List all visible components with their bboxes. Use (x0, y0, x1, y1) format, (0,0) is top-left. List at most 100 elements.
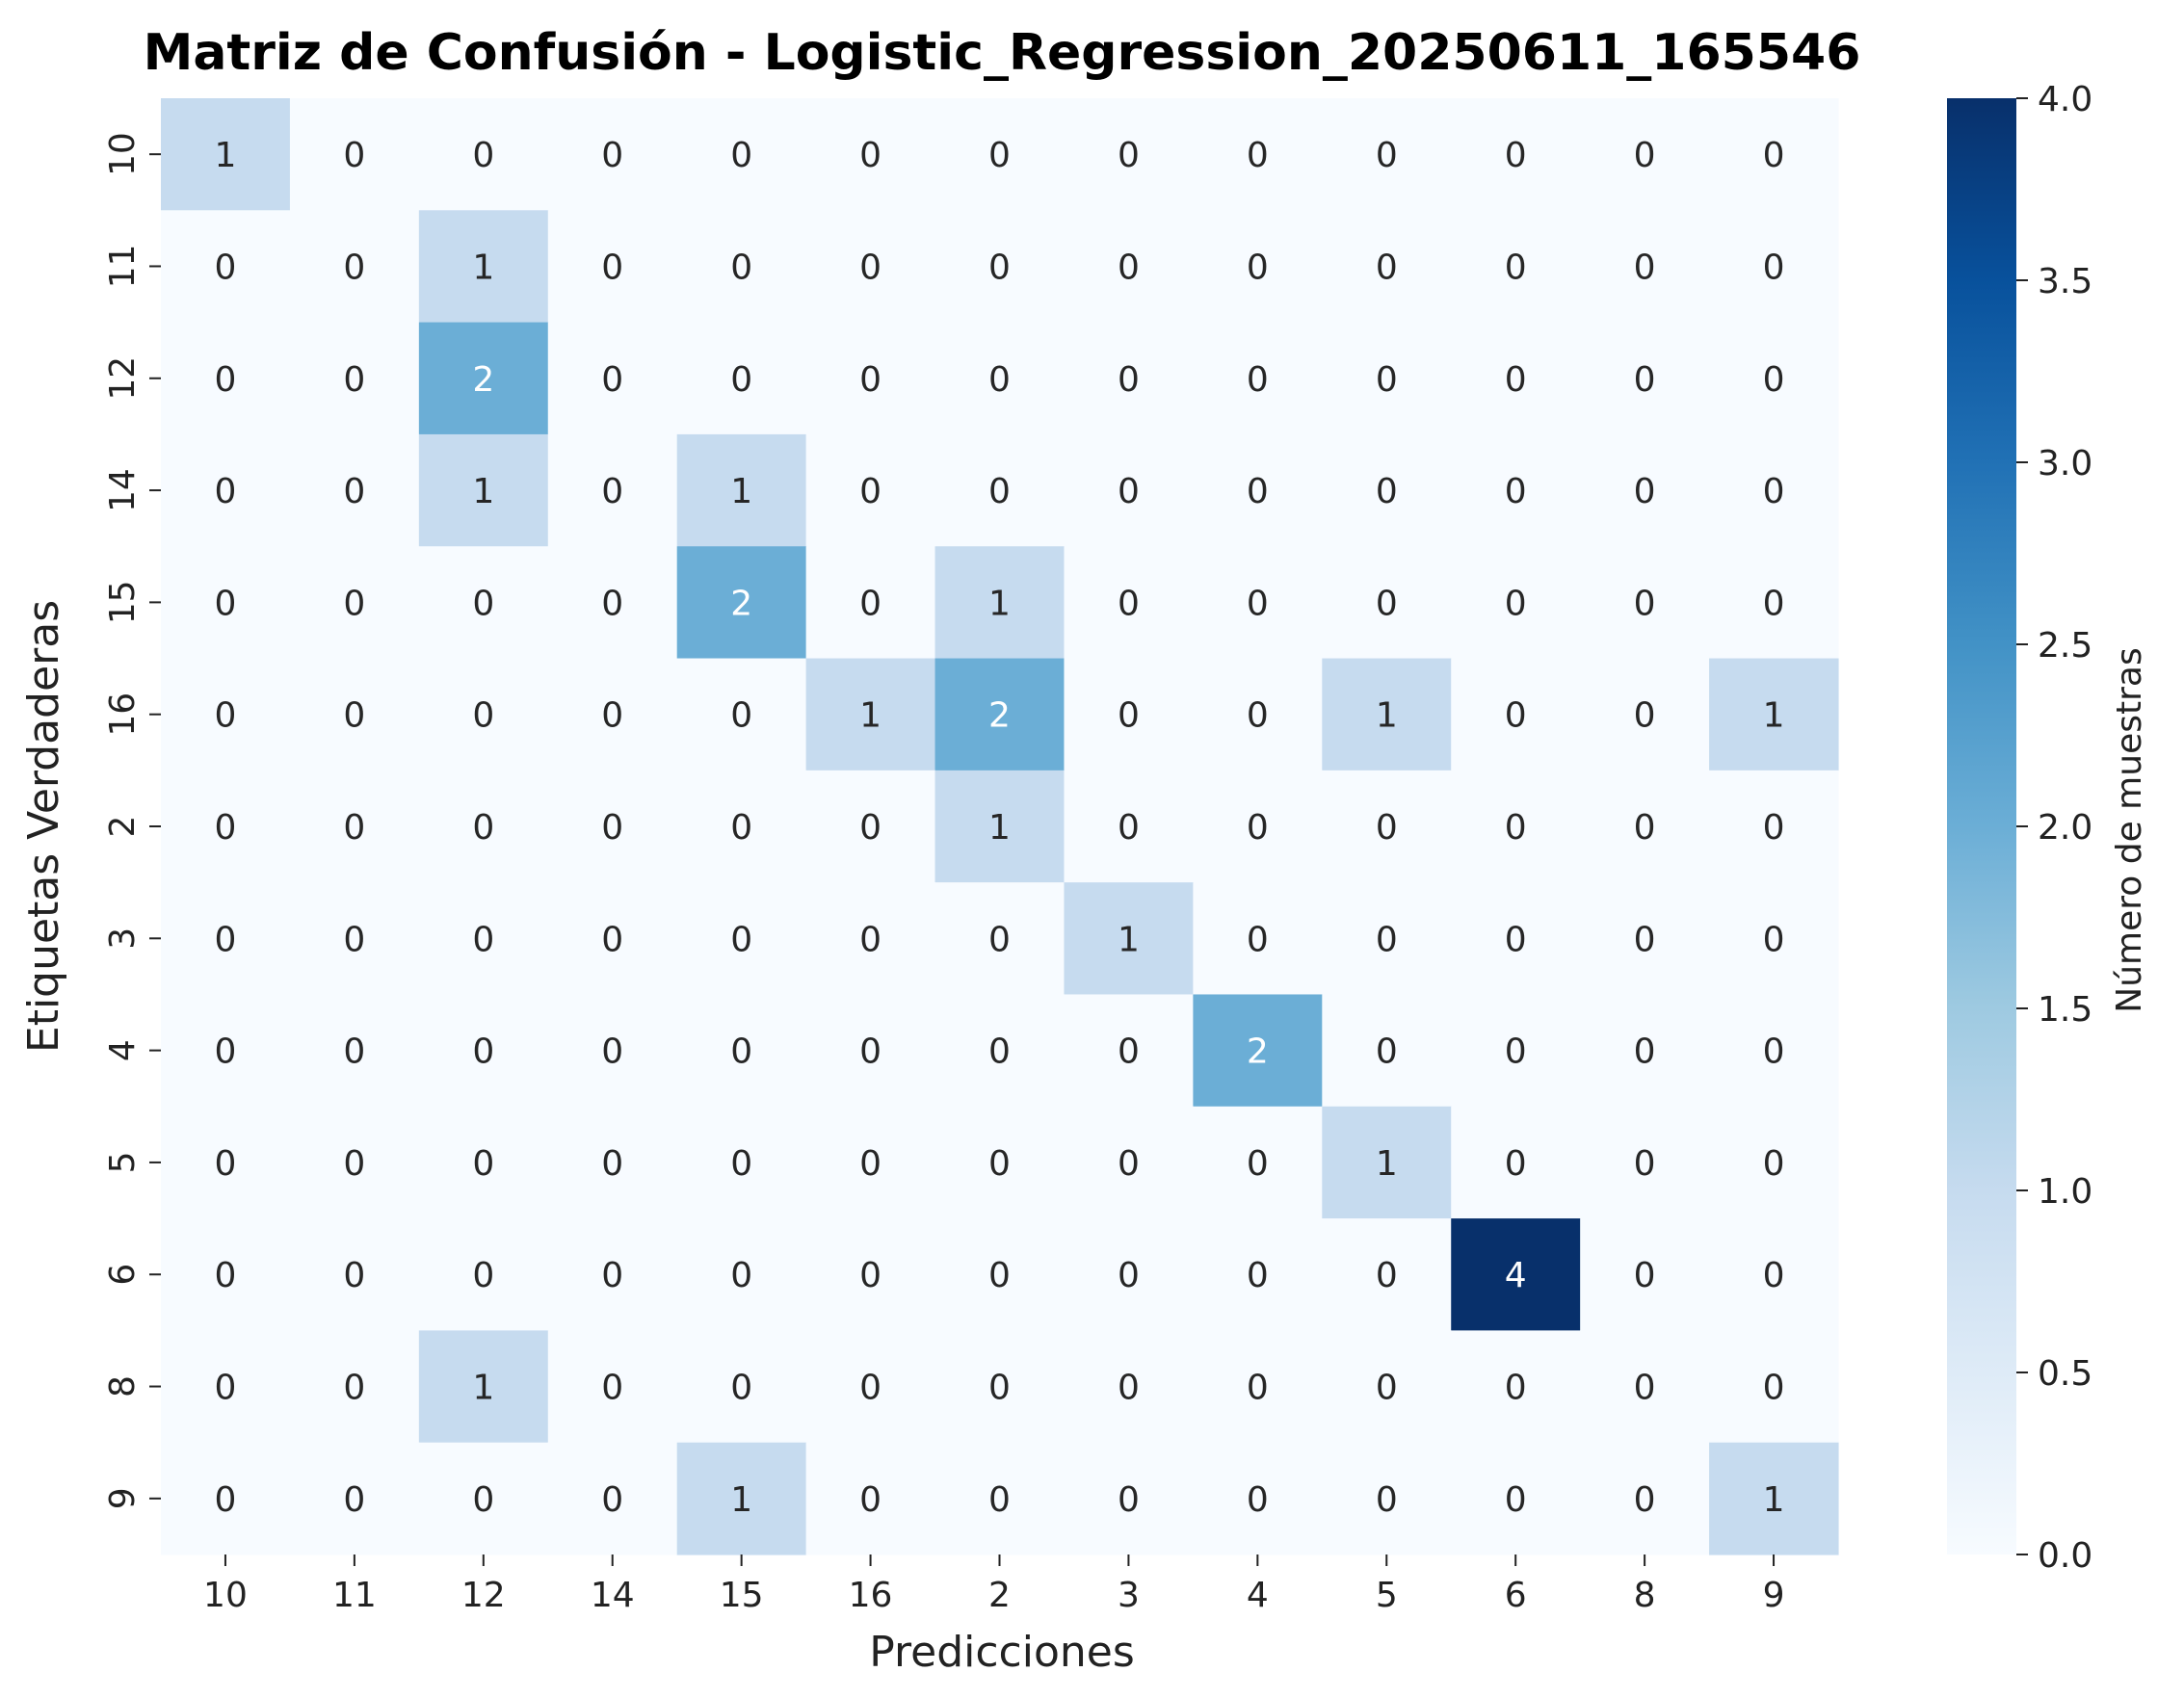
cell-value: 0 (859, 136, 881, 175)
cell-value: 0 (601, 920, 623, 959)
cell-value: 0 (472, 808, 494, 848)
heatmap-cell (289, 1330, 420, 1444)
cell-value: 1 (859, 696, 881, 736)
heatmap-cell (1322, 322, 1452, 435)
x-axis-label: Predicciones (869, 1628, 1135, 1677)
heatmap-cell (1064, 1330, 1194, 1444)
heatmap-cell (676, 1106, 807, 1219)
heatmap-cell (676, 1330, 807, 1444)
heatmap-cell (1580, 658, 1710, 771)
heatmap-cell (934, 658, 1066, 771)
cell-value: 0 (472, 1144, 494, 1184)
cell-value: 0 (215, 360, 237, 400)
cell-value: 0 (601, 808, 623, 848)
heatmap-cell (1322, 1330, 1452, 1444)
heatmap-cell (289, 770, 420, 883)
x-tick-label: 4 (1247, 1576, 1269, 1615)
heatmap-cell (161, 546, 291, 660)
cell-value: 0 (601, 472, 623, 511)
heatmap-cell (676, 546, 807, 660)
cell-value: 0 (1118, 1369, 1140, 1408)
cell-value: 0 (215, 1369, 237, 1408)
x-tick-label: 3 (1118, 1576, 1140, 1615)
cell-value: 0 (1247, 472, 1269, 511)
heatmap-cell (547, 658, 678, 771)
heatmap-cells: 1 0 0 0 0 0 0 0 0 0 0 0 0 0 0 1 0 0 0 0 0 0 0 0 0 0 0 0 2 0 0 0 0 0 0 0 0 0 0 0… (161, 98, 1839, 1555)
cell-value: 0 (1376, 920, 1398, 959)
heatmap-cell (1709, 322, 1839, 435)
heatmap-cell (547, 433, 678, 547)
cell-value: 0 (730, 248, 752, 287)
heatmap-cell (1451, 1218, 1581, 1331)
heatmap-cell (1580, 994, 1710, 1108)
heatmap-cell (161, 322, 291, 435)
heatmap-cell (547, 1442, 678, 1555)
colorbar-tick-label: 1.0 (2038, 1172, 2092, 1212)
cell-value: 0 (343, 1032, 365, 1072)
heatmap-cell (289, 882, 420, 996)
cell-value: 0 (601, 1480, 623, 1520)
cell-value: 1 (730, 472, 752, 511)
cell-value: 0 (1376, 808, 1398, 848)
y-tick-label: 15 (103, 580, 143, 624)
heatmap-cell (289, 1442, 420, 1555)
heatmap-cell (934, 322, 1066, 435)
cell-value: 0 (343, 1369, 365, 1408)
heatmap-cell (676, 210, 807, 324)
heatmap-cell (934, 1218, 1066, 1331)
heatmap-cell (1322, 770, 1452, 883)
cell-value: 0 (1634, 920, 1656, 959)
heatmap-cell (1064, 433, 1194, 547)
heatmap-cell (805, 210, 936, 324)
cell-value: 0 (988, 1032, 1011, 1072)
heatmap-cell (418, 1330, 549, 1444)
cell-value: 0 (1763, 1256, 1785, 1295)
heatmap-cell (418, 994, 549, 1108)
heatmap-cell (161, 210, 291, 324)
heatmap-cell (1193, 98, 1323, 211)
cell-value: 1 (215, 136, 237, 175)
heatmap-cell (805, 1330, 936, 1444)
heatmap-cell (1064, 546, 1194, 660)
cell-value: 0 (1118, 1144, 1140, 1184)
heatmap-cell (805, 770, 936, 883)
cell-value: 0 (601, 1032, 623, 1072)
cell-value: 2 (472, 360, 494, 400)
cell-value: 0 (472, 920, 494, 959)
cell-value: 0 (1376, 1480, 1398, 1520)
cell-value: 0 (601, 360, 623, 400)
heatmap-cell (805, 98, 936, 211)
cell-value: 0 (343, 696, 365, 736)
cell-value: 0 (988, 360, 1011, 400)
cell-value: 0 (215, 920, 237, 959)
cell-value: 0 (472, 696, 494, 736)
heatmap-cell (1064, 1442, 1194, 1555)
cell-value: 0 (1376, 360, 1398, 400)
x-tick-label: 15 (720, 1576, 764, 1615)
cell-value: 0 (1376, 472, 1398, 511)
cell-value: 0 (1247, 360, 1269, 400)
heatmap-cell (418, 1106, 549, 1219)
heatmap-cell (1193, 1330, 1323, 1444)
heatmap-cell (1064, 770, 1194, 883)
heatmap-cell (676, 322, 807, 435)
cell-value: 0 (1376, 1032, 1398, 1072)
cell-value: 0 (472, 1032, 494, 1072)
x-tick-label: 16 (849, 1576, 893, 1615)
heatmap-cell (1064, 98, 1194, 211)
cell-value: 0 (1118, 584, 1140, 623)
cell-value: 0 (1634, 472, 1656, 511)
heatmap-cell (1322, 882, 1452, 996)
chart-title: Matriz de Confusión - Logistic_Regressio… (144, 24, 1861, 82)
y-tick-label: 16 (103, 692, 143, 737)
heatmap-cell (676, 433, 807, 547)
cell-value: 0 (1376, 1256, 1398, 1295)
cell-value: 1 (1763, 1480, 1785, 1520)
cell-value: 0 (859, 584, 881, 623)
x-tick-label: 10 (203, 1576, 248, 1615)
cell-value: 0 (601, 1256, 623, 1295)
cell-value: 1 (472, 472, 494, 511)
heatmap-cell (676, 98, 807, 211)
heatmap-cell (1580, 1106, 1710, 1219)
cell-value: 0 (1634, 360, 1656, 400)
